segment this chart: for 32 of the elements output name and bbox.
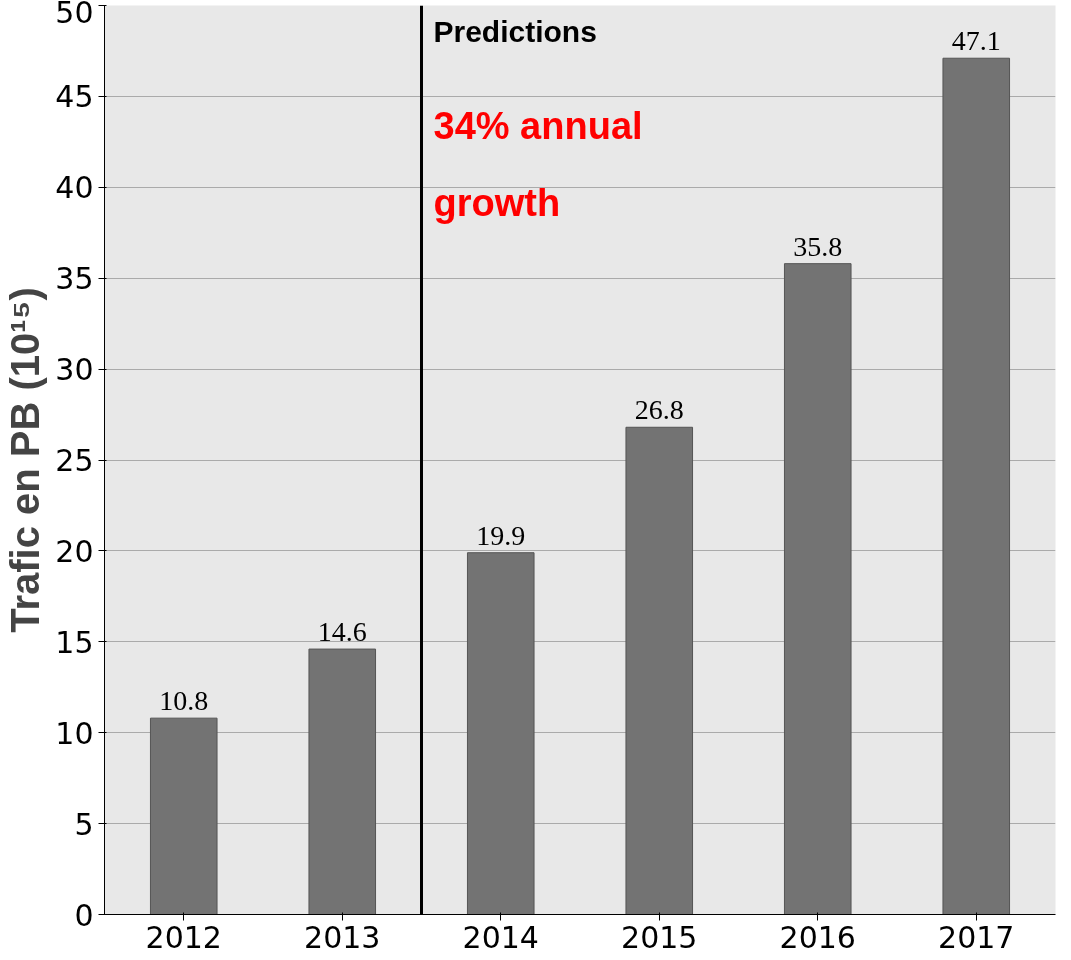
data-label: 19.9: [476, 519, 526, 551]
y-tick-label: 40: [55, 170, 94, 206]
data-label: 26.8: [634, 394, 684, 426]
data-label: 47.1: [951, 25, 1001, 57]
y-tick-label: 10: [55, 715, 94, 751]
annotation: Predictions: [433, 14, 597, 48]
y-tick-label: 30: [55, 352, 94, 388]
bar: [625, 426, 694, 915]
x-tick-label: 2017: [938, 919, 1015, 955]
y-tick-label: 5: [74, 806, 94, 842]
y-tick-label: 45: [55, 79, 94, 115]
y-axis-title: Trafic en PB (10¹⁵): [3, 287, 48, 633]
bar: [149, 717, 218, 915]
x-tick-label: 2012: [145, 919, 222, 955]
y-tick-label: 0: [74, 897, 94, 933]
y-tick-label: 50: [55, 0, 94, 30]
y-tick-label: 20: [55, 533, 94, 569]
y-tick-label: 15: [55, 624, 94, 660]
y-tick-label: 35: [55, 261, 94, 297]
data-label: 10.8: [159, 685, 209, 717]
annotation: 34% annual growth: [433, 105, 643, 224]
bar: [942, 57, 1011, 915]
x-tick-label: 2013: [304, 919, 381, 955]
bar: [783, 263, 852, 915]
y-tick-label: 25: [55, 443, 94, 478]
x-tick-label: 2015: [621, 919, 698, 955]
data-label: 14.6: [317, 616, 367, 648]
data-label: 35.8: [793, 230, 843, 262]
x-tick-label: 2014: [462, 919, 539, 955]
bar: [466, 552, 535, 915]
bar: [308, 648, 377, 915]
x-tick-label: 2016: [779, 919, 856, 955]
